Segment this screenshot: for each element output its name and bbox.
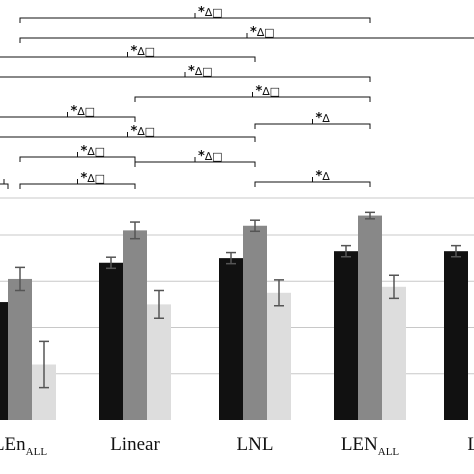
bar — [358, 215, 382, 420]
bar — [123, 230, 147, 420]
significance-label: *∆ — [316, 111, 331, 126]
significance-bracket: *∆□ — [0, 104, 136, 122]
error-bar — [389, 274, 399, 300]
significance-bracket: *∆□ — [0, 124, 256, 142]
bar — [147, 304, 171, 420]
significance-label: *∆□ — [250, 25, 275, 40]
significance-label: *∆□ — [131, 124, 156, 139]
bar — [444, 251, 468, 420]
category-label: Linear — [110, 434, 160, 455]
bar — [334, 251, 358, 420]
significance-label: *∆□ — [71, 104, 96, 119]
error-bar — [226, 251, 236, 265]
error-bar — [154, 289, 164, 319]
error-bar — [250, 219, 260, 233]
significance-brackets: *∆□ *∆□ *∆□ *∆□ *∆□ *∆□ *∆ *∆□ *∆□ *∆□ *∆□ *∆ — [0, 5, 474, 189]
bar — [219, 258, 243, 420]
significance-label: *∆□ — [198, 5, 223, 20]
significance-label: *∆ — [316, 169, 331, 184]
bar — [382, 286, 406, 420]
significance-label: *∆□ — [256, 84, 281, 99]
significance-label: *∆□ — [198, 149, 223, 164]
error-bars — [15, 211, 461, 389]
significance-bracket — [0, 179, 9, 189]
category-label: LN — [467, 434, 474, 455]
bar — [0, 302, 8, 420]
significance-bracket: *∆□ — [19, 171, 136, 189]
significance-label: *∆□ — [81, 171, 106, 186]
bar — [267, 292, 291, 420]
error-bar — [365, 211, 375, 220]
significance-label: *∆□ — [188, 64, 213, 79]
error-bar — [341, 244, 351, 258]
significance-bracket: *∆□ — [134, 149, 256, 167]
category-label: LNL — [237, 434, 274, 455]
error-bar — [451, 244, 461, 258]
bar — [8, 278, 32, 420]
error-bar — [15, 266, 25, 292]
significance-bracket: *∆□ — [19, 25, 474, 43]
error-bar — [39, 340, 49, 389]
significance-label: *∆□ — [131, 44, 156, 59]
error-bar — [130, 221, 140, 240]
error-bar — [106, 256, 116, 270]
significance-bracket: *∆□ — [0, 64, 371, 82]
category-label: LENALL — [341, 434, 400, 458]
category-labels: LEnALL Linear LNL LENALL LN — [0, 434, 474, 458]
bars — [0, 215, 468, 420]
error-bar — [274, 279, 284, 307]
significance-bracket: *∆□ — [19, 5, 371, 23]
bar — [99, 262, 123, 420]
significance-bracket: *∆ — [254, 169, 371, 187]
significance-bracket: *∆□ — [0, 44, 256, 62]
category-label: LEnALL — [0, 434, 47, 458]
significance-bracket: *∆□ — [134, 84, 371, 102]
significance-bracket: *∆ — [254, 111, 371, 129]
significance-bracket: *∆□ — [19, 144, 136, 162]
bar — [243, 225, 267, 420]
significance-label: *∆□ — [81, 144, 106, 159]
